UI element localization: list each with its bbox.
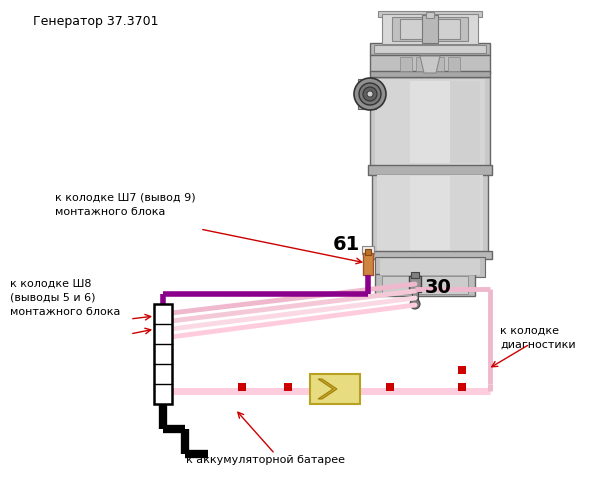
- Text: к колодке Ш7 (вывод 9)
монтажного блока: к колодке Ш7 (вывод 9) монтажного блока: [55, 192, 196, 216]
- Bar: [375, 80, 485, 166]
- Bar: [382, 15, 478, 45]
- Text: Генератор 37.3701: Генератор 37.3701: [33, 15, 158, 28]
- Bar: [382, 276, 468, 294]
- Circle shape: [367, 92, 373, 98]
- Circle shape: [359, 84, 381, 106]
- Bar: [363, 253, 373, 276]
- Bar: [450, 82, 480, 164]
- Text: 30: 30: [425, 277, 452, 296]
- Text: к колодке
диагностики: к колодке диагностики: [500, 325, 575, 349]
- Bar: [370, 72, 490, 78]
- Bar: [377, 176, 483, 252]
- Polygon shape: [420, 57, 440, 74]
- Bar: [374, 46, 486, 54]
- Bar: [370, 44, 490, 56]
- Circle shape: [363, 88, 377, 102]
- Bar: [392, 18, 468, 42]
- Bar: [448, 58, 460, 72]
- Bar: [370, 56, 490, 74]
- Bar: [375, 275, 475, 296]
- Bar: [362, 247, 374, 254]
- Bar: [400, 58, 412, 72]
- Bar: [409, 276, 421, 292]
- Bar: [372, 174, 488, 253]
- Bar: [380, 260, 480, 276]
- Bar: [432, 58, 444, 72]
- Bar: [426, 13, 434, 19]
- Bar: [386, 383, 394, 391]
- Bar: [400, 20, 460, 40]
- Circle shape: [354, 79, 386, 111]
- Bar: [368, 166, 492, 176]
- Bar: [154, 304, 172, 404]
- Polygon shape: [318, 379, 337, 399]
- Bar: [458, 383, 466, 391]
- Circle shape: [410, 300, 420, 309]
- Bar: [411, 273, 419, 278]
- Bar: [358, 80, 376, 110]
- Text: 61: 61: [333, 235, 360, 253]
- Bar: [284, 383, 292, 391]
- Bar: [458, 366, 466, 374]
- Bar: [422, 16, 438, 44]
- Text: к аккумуляторной батарее: к аккумуляторной батарее: [185, 454, 344, 464]
- Bar: [365, 250, 371, 255]
- Bar: [370, 78, 490, 168]
- Bar: [310, 374, 360, 404]
- Bar: [416, 58, 428, 72]
- Bar: [410, 177, 450, 251]
- Text: к колодке Ш8
(выводы 5 и 6)
монтажного блока: к колодке Ш8 (выводы 5 и 6) монтажного б…: [10, 278, 121, 316]
- Bar: [412, 290, 418, 304]
- Bar: [238, 383, 246, 391]
- Bar: [450, 177, 480, 251]
- Bar: [368, 252, 492, 260]
- Bar: [375, 257, 485, 277]
- Bar: [378, 12, 482, 18]
- Bar: [410, 82, 450, 164]
